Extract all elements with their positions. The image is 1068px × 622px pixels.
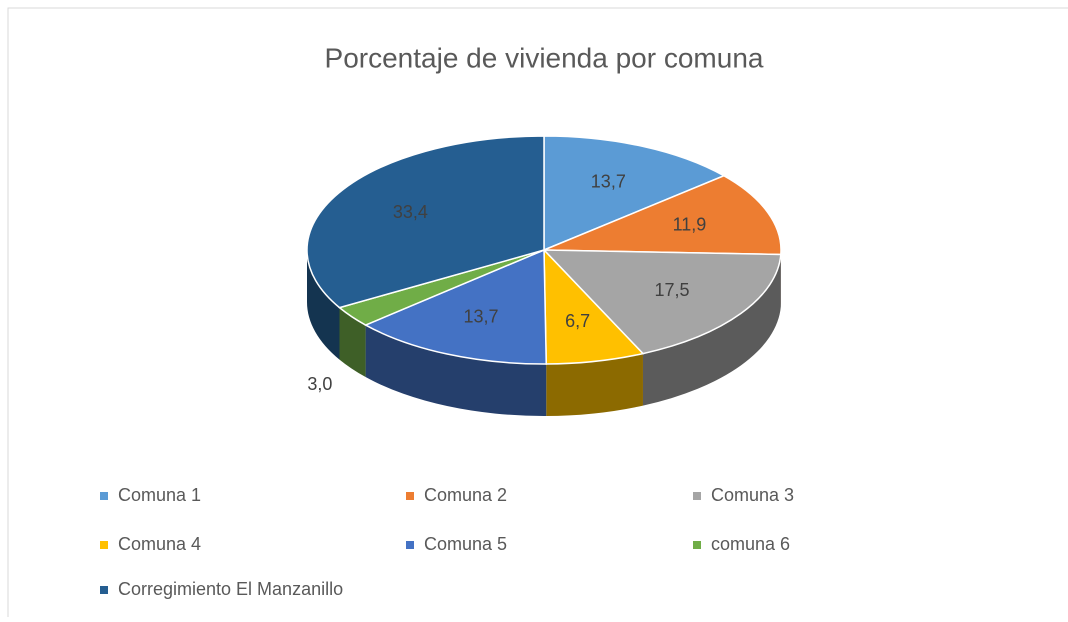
data-label: 33,4 bbox=[393, 202, 428, 222]
legend-label: Corregimiento El Manzanillo bbox=[118, 579, 343, 599]
legend-swatch bbox=[100, 541, 108, 549]
legend-swatch bbox=[693, 492, 701, 500]
legend-swatch bbox=[406, 541, 414, 549]
data-label: 3,0 bbox=[307, 374, 332, 394]
legend-swatch bbox=[100, 492, 108, 500]
legend-swatch bbox=[693, 541, 701, 549]
data-label: 17,5 bbox=[655, 280, 690, 300]
data-label: 13,7 bbox=[591, 171, 626, 191]
data-label: 6,7 bbox=[565, 311, 590, 331]
chart-title: Porcentaje de vivienda por comuna bbox=[325, 42, 764, 73]
legend-label: Comuna 3 bbox=[711, 485, 794, 505]
legend-label: Comuna 1 bbox=[118, 485, 201, 505]
legend-label: Comuna 2 bbox=[424, 485, 507, 505]
legend-swatch bbox=[100, 586, 108, 594]
data-label: 13,7 bbox=[463, 306, 498, 326]
legend-label: Comuna 5 bbox=[424, 534, 507, 554]
legend-swatch bbox=[406, 492, 414, 500]
legend-label: Comuna 4 bbox=[118, 534, 201, 554]
legend-label: comuna 6 bbox=[711, 534, 790, 554]
data-label: 11,9 bbox=[673, 214, 707, 234]
